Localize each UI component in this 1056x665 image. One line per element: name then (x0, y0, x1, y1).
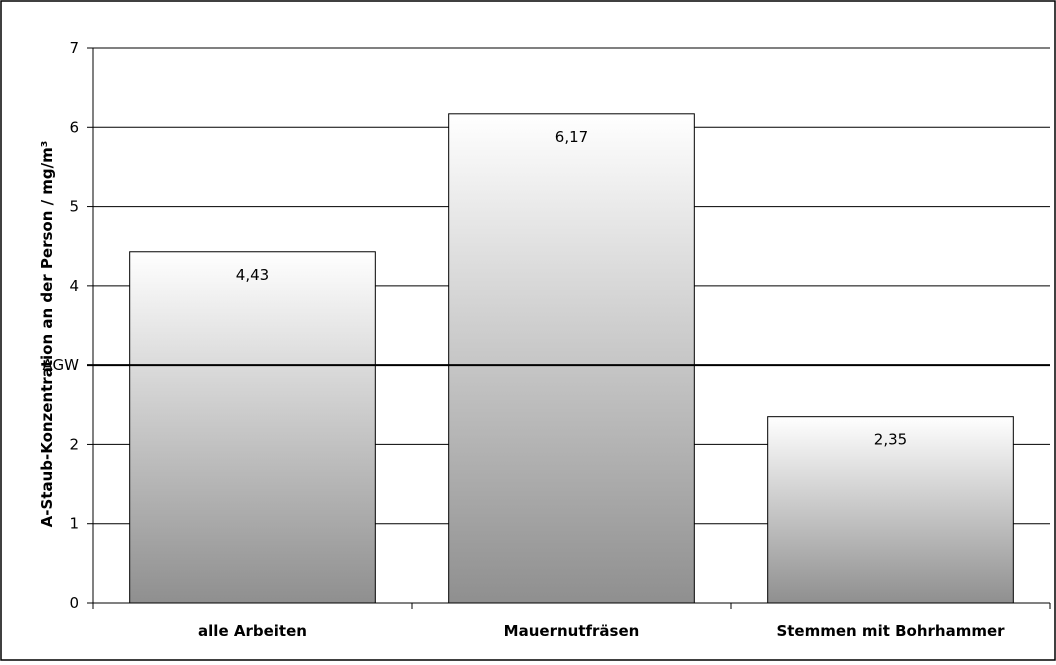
bar-value-label: 6,17 (555, 128, 588, 146)
bar (448, 113, 695, 604)
y-tick-label: 0 (69, 594, 79, 612)
x-category-label: Stemmen mit Bohrhammer (776, 622, 1005, 640)
x-category-label: Mauernutfräsen (504, 622, 640, 640)
bars (129, 113, 1014, 604)
bar-value-label: 4,43 (236, 266, 269, 284)
y-tick-label: 1 (69, 515, 79, 533)
labels: 0 1 2 4 5 6 7 4,43 alle Arbeiten 6,17 Mauernutfräs… (69, 39, 1005, 640)
bar (767, 416, 1014, 604)
reference-line-group: AGW (43, 356, 1050, 374)
bar (129, 251, 376, 604)
y-tick-label: 7 (69, 39, 79, 57)
x-category-label: alle Arbeiten (198, 622, 307, 640)
y-tick-label: 4 (69, 277, 79, 295)
axes (87, 47, 1051, 609)
y-tick-label: 6 (69, 118, 79, 136)
y-tick-label: 5 (69, 198, 79, 216)
y-axis-title: A-Staub-Konzentration an der Person / mg… (38, 141, 56, 528)
bar-value-label: 2,35 (874, 431, 907, 449)
y-tick-label: 2 (69, 435, 79, 453)
reference-line-label: AGW (43, 356, 80, 374)
